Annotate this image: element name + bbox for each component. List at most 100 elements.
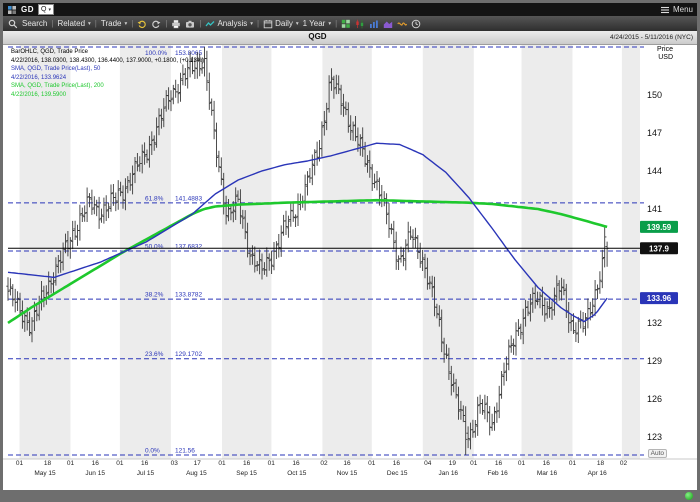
x-axis-day-label: 16 — [292, 460, 300, 467]
fib-percent-label: 61.8% — [145, 195, 164, 202]
x-axis-day-label: 02 — [620, 460, 628, 467]
toolbar-separator: | — [199, 19, 202, 28]
clock-icon[interactable] — [411, 19, 421, 29]
toolbar-separator: | — [257, 19, 260, 28]
x-axis-month-label: Feb 16 — [487, 470, 508, 477]
analysis-menu[interactable]: Analysis ▾ — [205, 19, 253, 29]
active-chart-tab[interactable]: QGD — [308, 32, 327, 41]
x-axis-day-label: 18 — [44, 460, 52, 467]
x-axis-day-label: 02 — [320, 460, 328, 467]
sma200-line — [7, 198, 608, 324]
indicator-wave-icon[interactable] — [397, 19, 408, 29]
fib-percent-label: 38.2% — [145, 292, 164, 299]
quick-entry-value: Q — [41, 6, 47, 13]
candlestick-icon[interactable] — [355, 19, 365, 29]
bar-chart-icon[interactable] — [369, 19, 379, 29]
sma50-line — [7, 142, 608, 323]
x-axis-day-label: 01 — [218, 460, 226, 467]
x-axis-month-label: Mar 16 — [537, 470, 558, 477]
print-icon[interactable] — [171, 19, 181, 29]
x-axis-day-label: 16 — [343, 460, 351, 467]
hamburger-icon — [660, 6, 669, 13]
menu-button[interactable]: Menu — [660, 5, 693, 15]
toolbar-separator: | — [165, 19, 168, 28]
price-badge — [640, 220, 678, 233]
related-menu[interactable]: Related ▾ — [57, 19, 90, 28]
y-axis-label: 150 — [647, 90, 662, 100]
search-label: Search — [22, 19, 48, 28]
undo-icon[interactable] — [137, 19, 147, 29]
snapshot-icon[interactable] — [185, 19, 195, 29]
period-label: Daily — [275, 19, 293, 28]
x-axis-month-label: May 15 — [34, 470, 56, 477]
x-axis-day-label: 16 — [92, 460, 100, 467]
chart-legend: BarOHLC, QGD, Trade Price 4/22/2016, 138… — [11, 48, 204, 99]
x-axis-month-label: Nov 15 — [337, 470, 358, 477]
period-menu[interactable]: Daily ▾ — [263, 19, 299, 29]
app-icon — [8, 5, 16, 14]
x-axis-day-label: 19 — [449, 460, 457, 467]
trade-menu[interactable]: Trade ▾ — [101, 19, 127, 28]
window-content: GD Q ▾ Menu Search — [3, 3, 697, 490]
legend-line-ohlc: BarOHLC, QGD, Trade Price — [11, 49, 89, 55]
chevron-down-icon: ▾ — [328, 20, 332, 27]
legend-line-sma50: SMA, QGD, Trade Price(Last), 50 — [11, 66, 101, 72]
chevron-down-icon: ▾ — [88, 20, 91, 27]
x-axis-day-label: 18 — [597, 460, 605, 467]
legend-line-sma200-value: 4/22/2016, 139.5900 — [11, 91, 67, 98]
x-axis-day-label: 03 — [171, 460, 179, 467]
redo-icon[interactable] — [151, 19, 161, 29]
y-axis-label: 132 — [647, 318, 662, 328]
fib-value-label: 121.56 — [175, 448, 195, 455]
legend-line-sma200: SMA, QGD, Trade Price(Last), 200 — [11, 83, 104, 89]
area-chart-icon[interactable] — [383, 19, 393, 29]
date-range-label: 4/24/2015 - 5/11/2016 (NYC) — [610, 33, 693, 41]
x-axis-day-label: 04 — [424, 460, 432, 467]
related-label: Related — [57, 19, 86, 28]
fib-value-label: 141.4883 — [175, 195, 202, 202]
connection-status-dot — [685, 492, 693, 500]
month-band — [322, 45, 372, 459]
price-badge — [640, 292, 678, 305]
month-band — [521, 45, 573, 459]
auto-scale-toggle[interactable]: Auto — [647, 449, 667, 458]
range-menu[interactable]: 1 Year ▾ — [303, 19, 331, 28]
range-label: 1 Year — [302, 19, 326, 28]
x-axis-day-label: 16 — [243, 460, 251, 467]
chevron-down-icon: ▾ — [250, 20, 254, 27]
chevron-down-icon: ▾ — [124, 20, 128, 27]
x-axis-month-label: Jun 15 — [85, 470, 105, 477]
toolbar-separator: | — [335, 19, 338, 28]
fib-value-label: 129.1702 — [175, 351, 202, 358]
fib-percent-label: 100.0% — [145, 50, 167, 57]
chevron-down-icon: ▾ — [48, 6, 51, 13]
month-band — [119, 45, 171, 459]
y-axis-label: 141 — [647, 204, 662, 214]
x-axis-day-label: 16 — [141, 460, 149, 467]
x-axis-day-label: 01 — [368, 460, 376, 467]
axis-title-usd: USD — [658, 54, 673, 61]
price-badge-label: 137.9 — [649, 244, 670, 253]
toolbar-separator: | — [94, 19, 97, 28]
search-icon[interactable] — [8, 19, 18, 29]
quick-entry-box[interactable]: Q ▾ — [38, 4, 54, 15]
price-chart-canvas[interactable]: 100.0% 153.8065 61.8% 141.4883 50.0% 137.6832… — [3, 45, 697, 490]
fib-percent-label: 23.6% — [145, 351, 164, 358]
month-band — [621, 45, 640, 459]
axis-title-price: Price — [657, 46, 673, 53]
grid-view-icon[interactable] — [341, 19, 351, 29]
x-axis-month-label: Apr 16 — [588, 470, 608, 477]
y-axis-label: 144 — [647, 166, 662, 176]
window-title: GD — [21, 5, 34, 14]
x-axis-month-label: Aug 15 — [186, 470, 207, 477]
analysis-label: Analysis — [217, 19, 248, 28]
price-badge — [640, 242, 678, 255]
tab-strip: QGD 4/24/2015 - 5/11/2016 (NYC) — [3, 31, 697, 45]
x-axis-day-label: 16 — [495, 460, 503, 467]
search-button[interactable]: Search — [22, 19, 47, 28]
title-bar: GD Q ▾ Menu — [3, 3, 697, 16]
fib-value-label: 153.8065 — [175, 50, 202, 57]
x-axis-month-label: Jul 15 — [137, 470, 155, 477]
x-axis-month-label: Jan 16 — [439, 470, 459, 477]
